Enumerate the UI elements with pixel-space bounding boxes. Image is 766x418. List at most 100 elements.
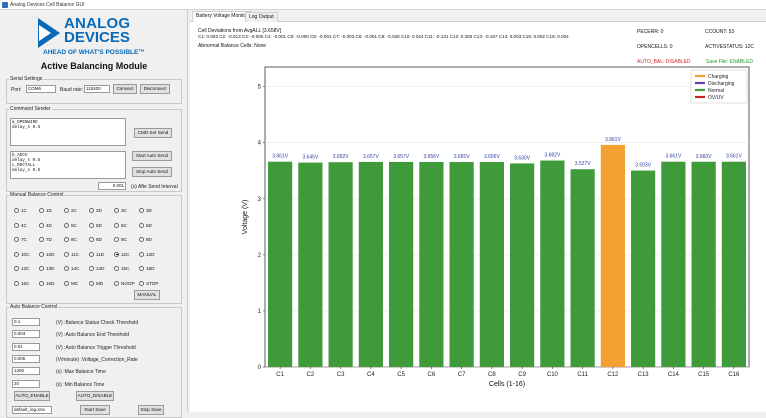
manual-option-md[interactable]: MD bbox=[89, 280, 104, 286]
disconnect-button[interactable]: Disconnect bbox=[140, 84, 170, 94]
log-file-input[interactable]: default_log.xlsx bbox=[12, 406, 52, 414]
auto-param-input[interactable]: 0.005 bbox=[12, 354, 40, 363]
radio-button-icon[interactable] bbox=[14, 237, 19, 242]
manual-button[interactable]: MANUAL bbox=[134, 290, 160, 300]
radio-button-icon[interactable] bbox=[39, 237, 44, 242]
radio-button-icon[interactable] bbox=[39, 280, 44, 286]
manual-option-14c[interactable]: 14C bbox=[64, 266, 79, 271]
manual-option-7c[interactable]: 7C bbox=[14, 237, 27, 242]
radio-button-icon[interactable] bbox=[64, 266, 69, 271]
radio-button-icon[interactable] bbox=[114, 266, 119, 271]
radio-button-icon[interactable] bbox=[139, 208, 144, 213]
manual-option-5c[interactable]: 5C bbox=[64, 222, 77, 228]
manual-option-9c[interactable]: 9C bbox=[114, 237, 127, 242]
x-tick-label: C3 bbox=[337, 372, 345, 378]
logo-triangle-icon bbox=[38, 18, 60, 48]
manual-option-11d[interactable]: 11D bbox=[89, 251, 104, 257]
start-auto-send-button[interactable]: Start Auto Send bbox=[132, 151, 172, 161]
radio-button-icon[interactable] bbox=[89, 280, 94, 286]
radio-button-icon[interactable] bbox=[14, 208, 19, 213]
radio-button-icon[interactable] bbox=[39, 222, 44, 228]
manual-option-label: MD bbox=[96, 280, 104, 286]
manual-option-noop[interactable]: NOOP bbox=[114, 280, 135, 286]
radio-button-icon[interactable] bbox=[14, 266, 19, 271]
radio-button-icon[interactable] bbox=[139, 237, 144, 242]
send-interval-input[interactable]: 0.001 bbox=[98, 182, 126, 190]
manual-option-1c[interactable]: 1C bbox=[14, 208, 27, 213]
manual-option-10c[interactable]: 10C bbox=[14, 251, 29, 257]
radio-button-icon[interactable] bbox=[139, 222, 144, 228]
auto-enable-button[interactable]: AUTO_ENABLE bbox=[14, 391, 50, 401]
stop-save-button[interactable]: Stop Save bbox=[138, 405, 164, 415]
radio-button-icon[interactable] bbox=[64, 237, 69, 242]
radio-button-icon[interactable] bbox=[64, 222, 69, 228]
radio-button-icon[interactable] bbox=[89, 222, 94, 228]
cmd-set-send-button[interactable]: CMD Set Send bbox=[134, 128, 172, 138]
manual-option-6d[interactable]: 6D bbox=[139, 222, 152, 228]
auto-param-input[interactable]: 1200 bbox=[12, 367, 40, 376]
manual-option-3c[interactable]: 3C bbox=[114, 208, 127, 213]
auto-param-input[interactable]: 0.1 bbox=[12, 318, 40, 326]
manual-option-3d[interactable]: 3D bbox=[139, 208, 152, 213]
manual-option-12d[interactable]: 12D bbox=[139, 251, 154, 257]
manual-option-4d[interactable]: 4D bbox=[39, 222, 52, 228]
radio-button-icon[interactable] bbox=[14, 251, 19, 257]
manual-option-1d[interactable]: 1D bbox=[39, 208, 52, 213]
auto-cmd-textarea[interactable]: b_ADCV delay_s 0.5 c_RDCTALL delay_s 0.5 bbox=[10, 151, 126, 179]
radio-button-icon[interactable] bbox=[14, 280, 19, 286]
tab-log-output[interactable]: Log Output bbox=[245, 12, 278, 22]
radio-button-icon[interactable] bbox=[114, 251, 119, 257]
x-tick-label: C6 bbox=[428, 372, 436, 378]
manual-option-14d[interactable]: 14D bbox=[89, 266, 104, 271]
radio-button-icon[interactable] bbox=[89, 251, 94, 257]
radio-button-icon[interactable] bbox=[114, 280, 119, 286]
manual-option-13c[interactable]: 13C bbox=[14, 266, 29, 271]
manual-option-16c[interactable]: 16C bbox=[14, 280, 29, 286]
cmd-textarea[interactable]: a_OPENWIRE delay_s 0.5 bbox=[10, 118, 126, 146]
radio-button-icon[interactable] bbox=[64, 208, 69, 213]
manual-option-2d[interactable]: 2D bbox=[89, 208, 102, 213]
radio-button-icon[interactable] bbox=[64, 280, 69, 286]
manual-option-stop[interactable]: STOP bbox=[139, 280, 158, 286]
auto-disable-button[interactable]: AUTO_DISABLE bbox=[76, 391, 114, 401]
manual-option-4c[interactable]: 4C bbox=[14, 222, 27, 228]
radio-button-icon[interactable] bbox=[39, 251, 44, 257]
auto-param-input[interactable]: 0.01 bbox=[12, 342, 40, 351]
baud-input[interactable]: 115200 bbox=[84, 85, 110, 93]
radio-button-icon[interactable] bbox=[139, 251, 144, 257]
radio-button-icon[interactable] bbox=[64, 251, 69, 257]
manual-option-10d[interactable]: 10D bbox=[39, 251, 54, 257]
manual-option-13d[interactable]: 13D bbox=[39, 266, 54, 271]
manual-option-15d[interactable]: 15D bbox=[139, 266, 154, 271]
start-save-button[interactable]: Start Save bbox=[80, 405, 110, 415]
port-input[interactable]: COM6 bbox=[26, 85, 56, 93]
manual-option-8c[interactable]: 8C bbox=[64, 237, 77, 242]
radio-button-icon[interactable] bbox=[39, 208, 44, 213]
radio-button-icon[interactable] bbox=[114, 208, 119, 213]
manual-option-8d[interactable]: 8D bbox=[89, 237, 102, 242]
manual-option-11c[interactable]: 11C bbox=[64, 251, 79, 257]
radio-button-icon[interactable] bbox=[139, 266, 144, 271]
manual-option-16d[interactable]: 16D bbox=[39, 280, 54, 286]
radio-button-icon[interactable] bbox=[114, 237, 119, 242]
manual-option-7d[interactable]: 7D bbox=[39, 237, 52, 242]
radio-button-icon[interactable] bbox=[114, 222, 119, 228]
manual-option-6c[interactable]: 6C bbox=[114, 222, 127, 228]
manual-option-2c[interactable]: 2C bbox=[64, 208, 77, 213]
manual-option-12c[interactable]: 12C bbox=[114, 251, 129, 257]
radio-button-icon[interactable] bbox=[89, 208, 94, 213]
manual-option-15c[interactable]: 15C bbox=[114, 266, 129, 271]
manual-option-9d[interactable]: 9D bbox=[139, 237, 152, 242]
auto-param-input[interactable]: 0.003 bbox=[12, 330, 40, 339]
radio-button-icon[interactable] bbox=[89, 266, 94, 271]
connect-button[interactable]: Connect bbox=[113, 84, 137, 94]
manual-option-mc[interactable]: MC bbox=[64, 280, 78, 286]
radio-button-icon[interactable] bbox=[89, 237, 94, 242]
stop-auto-send-button[interactable]: Stop Auto Send bbox=[132, 167, 172, 177]
manual-option-5d[interactable]: 5D bbox=[89, 222, 102, 228]
radio-button-icon[interactable] bbox=[139, 280, 144, 286]
manual-option-label: 3C bbox=[121, 208, 127, 213]
radio-button-icon[interactable] bbox=[14, 222, 19, 228]
radio-button-icon[interactable] bbox=[39, 266, 44, 271]
auto-param-input[interactable]: 20 bbox=[12, 379, 40, 388]
